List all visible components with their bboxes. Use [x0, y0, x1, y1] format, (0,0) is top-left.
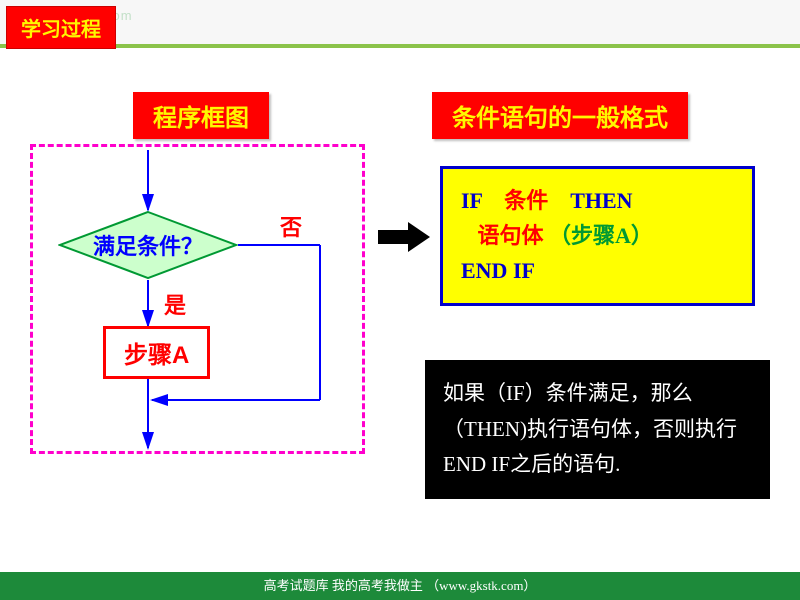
code-body-note: （步骤A）	[549, 223, 653, 248]
section-tab: 学习过程	[6, 6, 116, 49]
header-right: 条件语句的一般格式	[432, 92, 688, 139]
flowchart-container	[30, 144, 365, 454]
code-endif: END IF	[461, 258, 535, 283]
label-yes: 是	[164, 288, 186, 320]
description-box: 如果（IF）条件满足，那么（THEN)执行语句体，否则执行END IF之后的语句…	[425, 360, 770, 499]
code-cond: 条件	[504, 188, 548, 213]
code-then: THEN	[570, 188, 632, 213]
code-if: IF	[461, 188, 482, 213]
step-a-box: 步骤A	[103, 326, 210, 379]
decision-label: 满足条件？	[58, 210, 238, 280]
header-left: 程序框图	[133, 92, 269, 139]
footer: 高考试题库 我的高考我做主 （www.gkstk.com）	[0, 572, 800, 600]
label-no: 否	[280, 210, 302, 242]
code-body: 语句体	[478, 223, 544, 248]
code-box: IF 条件 THEN 语句体 （步骤A） END IF	[440, 166, 755, 306]
topbar: www.gkstk.com	[0, 0, 800, 48]
decision-diamond: 满足条件？	[58, 210, 238, 280]
big-arrow-icon	[378, 220, 432, 259]
